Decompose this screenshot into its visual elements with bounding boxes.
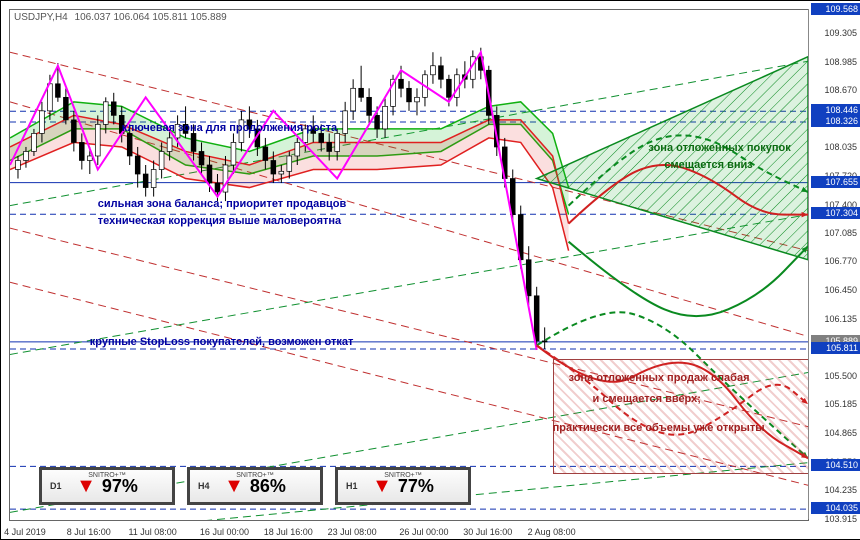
indicator-label: SNITRO+™ bbox=[236, 472, 274, 479]
annotation: смещается вниз bbox=[664, 159, 752, 171]
price-label: 107.304 bbox=[811, 207, 860, 219]
y-tick: 105.185 bbox=[824, 399, 857, 409]
x-tick: 8 Jul 16:00 bbox=[67, 527, 111, 537]
y-tick: 105.500 bbox=[824, 371, 857, 381]
price-label: 104.035 bbox=[811, 502, 860, 514]
plot-area: ключевая зона для продолжения роста сильн… bbox=[9, 9, 809, 521]
symbol: USDJPY,H4 bbox=[14, 12, 68, 23]
x-tick: 23 Jul 08:00 bbox=[328, 527, 377, 537]
y-tick: 109.305 bbox=[824, 28, 857, 38]
annotation: техническая коррекция выше маловероятна bbox=[98, 215, 341, 227]
indicator-label: SNITRO+™ bbox=[88, 472, 126, 479]
y-tick: 108.670 bbox=[824, 85, 857, 95]
x-tick: 26 Jul 00:00 bbox=[399, 527, 448, 537]
y-tick: 108.985 bbox=[824, 57, 857, 67]
x-tick: 16 Jul 00:00 bbox=[200, 527, 249, 537]
price-label: 108.326 bbox=[811, 115, 860, 127]
x-tick: 4 Jul 2019 bbox=[4, 527, 46, 537]
y-tick: 104.865 bbox=[824, 428, 857, 438]
x-tick: 18 Jul 16:00 bbox=[264, 527, 313, 537]
y-tick: 107.085 bbox=[824, 228, 857, 238]
annotation: сильная зона баланса; приоритет продавцо… bbox=[98, 198, 347, 210]
down-arrow-icon: ▼ bbox=[372, 476, 392, 496]
annotation: практически все объемы уже открыты bbox=[553, 422, 765, 434]
annotation: зона отложенных покупок bbox=[648, 142, 790, 154]
annotation: зона отложенных продаж слабая bbox=[569, 372, 750, 384]
annotation: крупные StopLoss покупателей, возможен о… bbox=[90, 336, 354, 348]
x-tick: 2 Aug 08:00 bbox=[528, 527, 576, 537]
price-label: 107.655 bbox=[811, 176, 860, 188]
annotation: и смещается вверх; bbox=[593, 393, 701, 405]
indicator-box: SNITRO+™ H4 ▼ 86% bbox=[187, 467, 323, 505]
y-tick: 108.035 bbox=[824, 142, 857, 152]
indicator-box: SNITRO+™ D1 ▼ 97% bbox=[39, 467, 175, 505]
down-arrow-icon: ▼ bbox=[76, 476, 96, 496]
annotation: ключевая зона для продолжения роста bbox=[122, 122, 337, 134]
x-tick: 11 Jul 08:00 bbox=[128, 527, 176, 537]
y-tick: 103.915 bbox=[824, 514, 857, 524]
price-label: 105.811 bbox=[811, 342, 860, 354]
indicator-tf: H4 bbox=[198, 481, 210, 491]
indicator-box: SNITRO+™ H1 ▼ 77% bbox=[335, 467, 471, 505]
title-bar: USDJPY,H4 106.037 106.064 105.811 105.88… bbox=[11, 11, 230, 24]
indicator-tf: H1 bbox=[346, 481, 358, 491]
indicator-label: SNITRO+™ bbox=[384, 472, 422, 479]
y-tick: 106.135 bbox=[824, 314, 857, 324]
indicator-tf: D1 bbox=[50, 481, 62, 491]
chart-container: ключевая зона для продолжения роста сильн… bbox=[0, 0, 860, 540]
down-arrow-icon: ▼ bbox=[224, 476, 244, 496]
ohlc: 106.037 106.064 105.811 105.889 bbox=[75, 12, 227, 23]
x-tick: 30 Jul 16:00 bbox=[463, 527, 512, 537]
y-tick: 106.770 bbox=[824, 256, 857, 266]
price-label: 109.568 bbox=[811, 3, 860, 15]
y-tick: 106.450 bbox=[824, 285, 857, 295]
y-axis: 109.305108.985108.670108.355108.035107.7… bbox=[808, 9, 860, 519]
price-label: 104.510 bbox=[811, 459, 860, 471]
y-tick: 104.235 bbox=[824, 485, 857, 495]
